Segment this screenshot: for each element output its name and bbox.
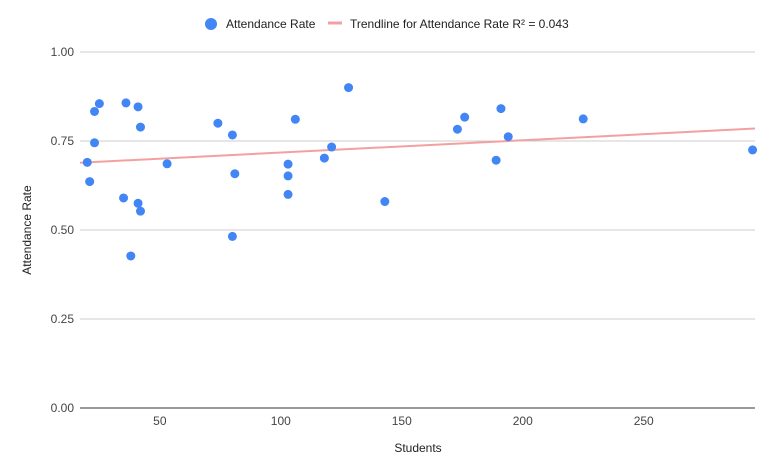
- data-point: [119, 193, 129, 203]
- legend: Attendance Rate Trendline for Attendance…: [205, 17, 569, 31]
- legend-marker-attendance: [205, 18, 217, 30]
- data-point: [85, 177, 95, 187]
- data-point: [748, 145, 758, 155]
- legend-label-attendance: Attendance Rate: [226, 17, 316, 31]
- trendline-layer: [79, 127, 756, 164]
- y-tick-label: 0.50: [51, 223, 75, 237]
- data-point: [213, 118, 223, 128]
- y-tick-label: 0.00: [51, 401, 75, 415]
- trendline: [79, 127, 756, 164]
- data-point: [460, 112, 470, 122]
- data-point: [90, 106, 100, 116]
- x-tick-label: 50: [153, 414, 167, 428]
- x-tick-label: 250: [634, 414, 654, 428]
- x-axis-ticks: 50 100 150 200 250: [153, 414, 654, 428]
- data-point: [135, 122, 145, 132]
- data-point: [82, 157, 92, 167]
- x-tick-label: 150: [392, 414, 412, 428]
- y-axis-ticks: 0.00 0.25 0.50 0.75 1.00: [51, 45, 75, 415]
- y-tick-label: 0.75: [51, 134, 75, 148]
- x-tick-label: 200: [513, 414, 533, 428]
- data-point: [121, 98, 131, 108]
- data-point: [327, 142, 337, 152]
- data-point: [503, 132, 513, 142]
- data-point: [491, 155, 501, 165]
- data-point: [283, 159, 293, 169]
- data-point: [135, 206, 145, 216]
- y-tick-label: 1.00: [51, 45, 75, 59]
- data-points: [82, 83, 758, 261]
- data-point: [290, 114, 300, 124]
- data-point: [452, 124, 462, 134]
- y-axis-title: Attendance Rate: [20, 185, 34, 275]
- data-point: [133, 198, 143, 208]
- data-point: [496, 104, 506, 114]
- data-point: [94, 99, 104, 109]
- data-point: [283, 189, 293, 199]
- data-point: [90, 138, 100, 148]
- data-point: [319, 153, 329, 163]
- x-axis-title: Students: [394, 441, 441, 455]
- data-point: [162, 159, 172, 169]
- data-point: [133, 102, 143, 112]
- data-point: [227, 130, 237, 140]
- data-point: [578, 114, 588, 124]
- y-tick-label: 0.25: [51, 312, 75, 326]
- data-point: [227, 231, 237, 241]
- x-tick-label: 100: [271, 414, 291, 428]
- legend-label-trendline: Trendline for Attendance Rate R² = 0.043: [350, 17, 569, 31]
- data-point: [283, 171, 293, 181]
- data-point: [230, 169, 240, 179]
- data-point: [344, 83, 354, 93]
- data-point: [380, 197, 390, 207]
- data-point: [126, 251, 136, 261]
- gridlines: [80, 51, 755, 409]
